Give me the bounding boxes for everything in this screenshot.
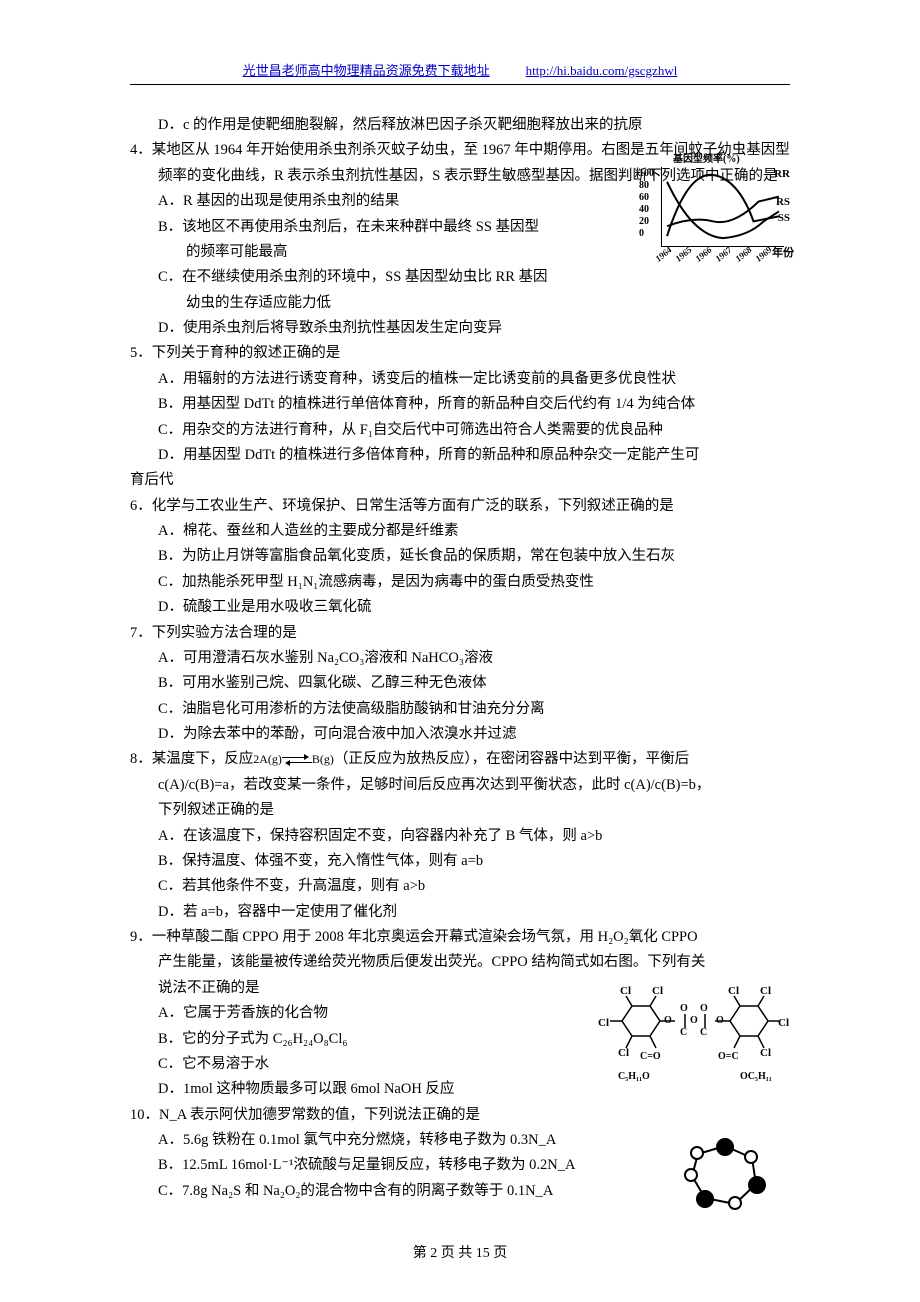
q5-option-b: B．用基因型 DdTt 的植株进行单倍体育种，所育的新品种自交后代约有 1/4 … xyxy=(130,392,790,417)
cl-label-4: Cl xyxy=(728,982,739,1001)
chart-svg xyxy=(662,167,784,246)
q4-option-d: D．使用杀虫剂后将导致杀虫剂抗性基因发生定向变异 xyxy=(130,316,790,341)
atom-2 xyxy=(716,1138,734,1156)
chart-title: 基因型频率(%) xyxy=(673,151,740,169)
c-2: C xyxy=(700,1024,707,1042)
q10-ring-diagram xyxy=(680,1136,770,1216)
q6-stem: 6．化学与工农业生产、环境保护、日常生活等方面有广泛的联系，下列叙述正确的是 xyxy=(130,494,790,519)
q6-option-c: C．加热能杀死甲型 H₁N₁流感病毒，是因为病毒中的蛋白质受热变性 xyxy=(130,570,790,595)
o-top-1: O xyxy=(680,1000,688,1018)
chart-plot-area: RR RS SS xyxy=(661,167,784,247)
q3-option-d: D．c 的作用是使靶细胞裂解，然后释放淋巴因子杀灭靶细胞释放出来的抗原 xyxy=(130,113,790,138)
c-1: C xyxy=(680,1024,687,1042)
page-footer: 第 2 页 共 15 页 xyxy=(0,1242,920,1262)
q8-stem-l1: 8．某温度下，反应2A(g) B(g)（正反应为放热反应），在密闭容器中达到平衡，… xyxy=(130,747,790,772)
atom-4 xyxy=(748,1176,766,1194)
q10-stem: 10．N_A 表示阿伏加德罗常数的值，下列说法正确的是 xyxy=(130,1103,790,1128)
resource-link[interactable]: 光世昌老师高中物理精品资源免费下载地址 xyxy=(243,63,490,78)
q7-option-b: B．可用水鉴别己烷、四氯化碳、乙醇三种无色液体 xyxy=(130,671,790,696)
series-ss: SS xyxy=(778,209,790,228)
q7-option-c: C．油脂皂化可用渗析的方法使高级脂肪酸钠和甘油充分分离 xyxy=(130,697,790,722)
cl-label-3: Cl xyxy=(598,1014,609,1033)
cl-bl: Cl xyxy=(618,1044,629,1063)
q4-option-c-l1: C．在不继续使用杀虫剂的环境中，SS 基因型幼虫比 RR 基因 xyxy=(130,265,790,290)
cl-label-6: Cl xyxy=(778,1014,789,1033)
q6-option-a: A．棉花、蚕丝和人造丝的主要成分都是纤维素 xyxy=(130,519,790,544)
q6-option-d: D．硫酸工业是用水吸收三氧化硫 xyxy=(130,595,790,620)
q7-option-d: D．为除去苯中的苯酚，可向混合液中加入浓溴水并过滤 xyxy=(130,722,790,747)
q9-stem-l2: 产生能量，该能量被传递给荧光物质后便发出荧光。CPPO 结构简式如右图。下列有关 xyxy=(130,950,790,975)
q8-stem-l1b: （正反应为放热反应），在密闭容器中达到平衡，平衡后 xyxy=(334,751,689,767)
q5-option-d-l2: 育后代 xyxy=(130,468,790,493)
o-mid: O xyxy=(690,1012,698,1030)
cl-label-2: Cl xyxy=(652,982,663,1001)
q8-stem-l1a: 8．某温度下，反应 xyxy=(130,751,253,767)
q6-option-b: B．为防止月饼等富脂食品氧化变质，延长食品的保质期，常在包装中放入生石灰 xyxy=(130,544,790,569)
page-header: 光世昌老师高中物理精品资源免费下载地址 http://hi.baidu.com/… xyxy=(130,60,790,85)
atom-7 xyxy=(684,1168,698,1182)
q8-option-d: D．若 a=b，容器中一定使用了催化剂 xyxy=(130,900,790,925)
o-top-2: O xyxy=(700,1000,708,1018)
cl-label-1: Cl xyxy=(620,982,631,1001)
atom-1 xyxy=(690,1146,704,1160)
o-label-2: O xyxy=(716,1012,724,1030)
q9-stem-l1: 9．一种草酸二酯 CPPO 用于 2008 年北京奥运会开幕式渲染会场气氛，用 … xyxy=(130,925,790,950)
url-link[interactable]: http://hi.baidu.com/gscgzhwl xyxy=(526,63,678,78)
equilibrium-arrow-icon xyxy=(282,755,312,765)
series-rr: RR xyxy=(774,165,790,184)
q8-stem-l2: c(A)/c(B)=a，若改变某一条件，足够时间后反应再次达到平衡状态，此时 c… xyxy=(130,773,790,798)
co-right: O=C xyxy=(718,1048,739,1066)
q7-option-a: A．可用澄清石灰水鉴别 Na₂CO₃溶液和 NaHCO₃溶液 xyxy=(130,646,790,671)
q9-molecule-diagram: Cl Cl Cl Cl Cl Cl O O O O C C O Cl C=O O… xyxy=(600,976,790,1096)
group-br: OC₅H₁₁ xyxy=(740,1068,772,1086)
atom-5 xyxy=(728,1196,742,1210)
cl-br: Cl xyxy=(760,1044,771,1063)
q5-stem: 5．下列关于育种的叙述正确的是 xyxy=(130,341,790,366)
q8-option-a: A．在该温度下，保持容积固定不变，向容器内补充了 B 气体，则 a>b xyxy=(130,824,790,849)
q8-product: B(g) xyxy=(312,752,334,766)
q8-option-b: B．保持温度、体强不变，充入惰性气体，则有 a=b xyxy=(130,849,790,874)
group-bl: C₅H₁₁O xyxy=(618,1068,650,1086)
atom-3 xyxy=(744,1150,758,1164)
q5-option-a: A．用辐射的方法进行诱变育种，诱变后的植株一定比诱变前的具备更多优良性状 xyxy=(130,367,790,392)
q4-chart: 基因型频率(%) 100 80 60 40 20 0 RR RS SS xyxy=(635,153,790,261)
document-body: D．c 的作用是使靶细胞裂解，然后释放淋巴因子杀灭靶细胞释放出来的抗原 4．某地… xyxy=(130,113,790,1216)
o-label-1: O xyxy=(664,1012,672,1030)
atom-6 xyxy=(696,1190,714,1208)
q5-option-c: C．用杂交的方法进行育种，从 F₁自交后代中可筛选出符合人类需要的优良品种 xyxy=(130,418,790,443)
co-left: C=O xyxy=(640,1048,661,1066)
q4-option-c-l2: 幼虫的生存适应能力低 xyxy=(130,291,790,316)
x-axis-label: 年份 xyxy=(772,244,794,263)
q5-option-d-l1: D．用基因型 DdTt 的植株进行多倍体育种，所育的新品种和原品种杂交一定能产生… xyxy=(130,443,790,468)
q8-stem-l3: 下列叙述正确的是 xyxy=(130,798,790,823)
ytick-0: 0 xyxy=(639,225,644,243)
q8-option-c: C．若其他条件不变，升高温度，则有 a>b xyxy=(130,874,790,899)
q8-reactant: 2A(g) xyxy=(253,752,282,766)
cl-label-5: Cl xyxy=(760,982,771,1001)
q7-stem: 7．下列实验方法合理的是 xyxy=(130,621,790,646)
header-rule xyxy=(130,84,790,85)
